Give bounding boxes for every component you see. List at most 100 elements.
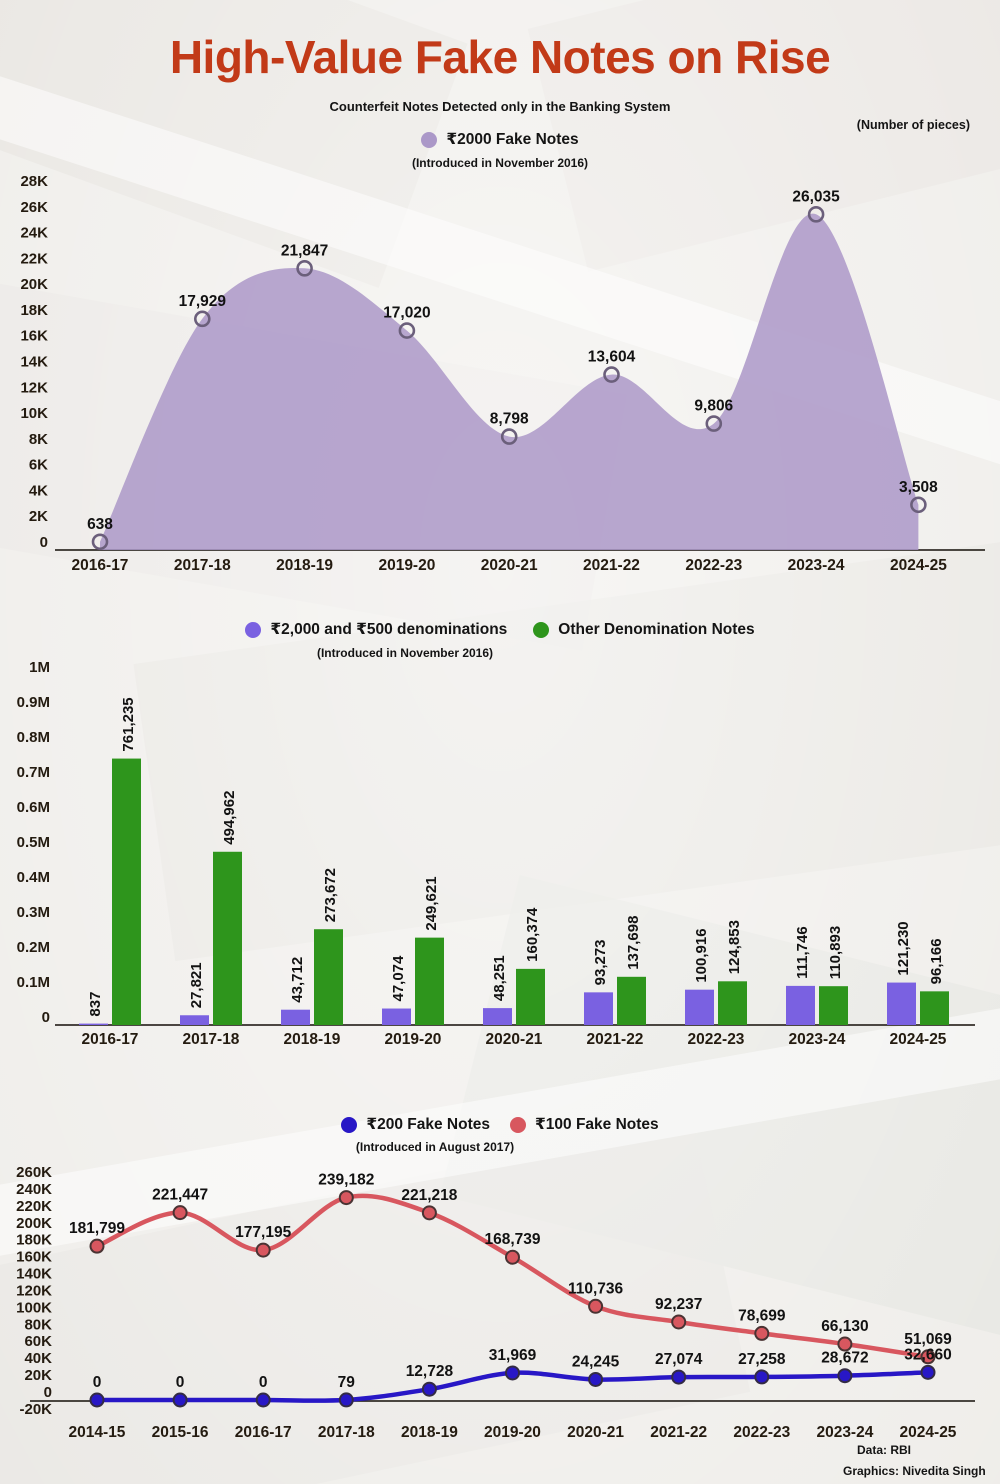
bar-green	[213, 851, 242, 1025]
svg-text:2K: 2K	[29, 508, 48, 525]
svg-text:2023-24: 2023-24	[816, 1424, 873, 1441]
svg-text:120K: 120K	[16, 1282, 52, 1299]
bar-purple	[382, 1008, 411, 1025]
svg-text:140K: 140K	[16, 1266, 52, 1283]
legend-swatch-purple-bars	[245, 621, 262, 638]
svg-text:47,074: 47,074	[390, 955, 407, 1002]
legend-sub-rs2000: (Introduced in November 2016)	[411, 156, 589, 170]
data-point-marker	[421, 1381, 437, 1397]
svg-text:2014-15: 2014-15	[69, 1424, 126, 1441]
svg-text:51,069: 51,069	[904, 1331, 952, 1348]
data-point-marker	[603, 366, 620, 383]
svg-text:2015-16: 2015-16	[152, 1424, 209, 1441]
legend-bar-chart: ₹2,000 and ₹500 denominations Other Deno…	[0, 620, 1000, 639]
svg-text:16K: 16K	[20, 328, 48, 345]
svg-text:100,916: 100,916	[693, 928, 710, 982]
svg-text:2017-18: 2017-18	[318, 1424, 375, 1441]
svg-text:2023-24: 2023-24	[789, 1031, 846, 1048]
svg-text:221,218: 221,218	[401, 1187, 457, 1204]
svg-text:12,728: 12,728	[406, 1363, 454, 1380]
svg-text:121,230: 121,230	[895, 921, 912, 975]
svg-text:100K: 100K	[16, 1299, 52, 1316]
svg-text:0: 0	[93, 1374, 102, 1391]
svg-text:110,736: 110,736	[568, 1280, 624, 1297]
svg-text:2019-20: 2019-20	[484, 1424, 541, 1441]
svg-text:13,604: 13,604	[588, 349, 636, 366]
legend-label-green-bars: Other Denomination Notes	[558, 620, 755, 638]
svg-text:20K: 20K	[20, 276, 48, 293]
svg-text:31,969: 31,969	[489, 1347, 537, 1364]
svg-text:24K: 24K	[20, 225, 48, 242]
svg-text:-20K: -20K	[19, 1401, 52, 1418]
data-point-marker	[255, 1242, 271, 1258]
svg-text:27,821: 27,821	[188, 962, 205, 1008]
bar-green	[617, 976, 646, 1025]
svg-text:43,712: 43,712	[289, 957, 306, 1003]
svg-text:2022-23: 2022-23	[733, 1424, 790, 1441]
svg-text:239,182: 239,182	[318, 1172, 374, 1189]
svg-text:26K: 26K	[20, 199, 48, 216]
data-point-marker	[505, 1365, 520, 1381]
data-point-marker	[296, 260, 313, 277]
bar-green	[819, 986, 848, 1025]
svg-text:181,799: 181,799	[69, 1220, 125, 1237]
svg-text:160K: 160K	[16, 1249, 52, 1266]
svg-text:2022-23: 2022-23	[685, 557, 742, 574]
bar-chart-denominations: 1M 0.9M 0.8M 0.7M 0.6M 0.5M 0.4M 0.3M 0.2M 0.1M 0 8…	[17, 659, 975, 1048]
legend-swatch-rs200	[341, 1116, 358, 1133]
svg-text:0.1M: 0.1M	[17, 974, 50, 991]
data-point-marker	[505, 1249, 520, 1265]
svg-text:0: 0	[259, 1374, 268, 1391]
data-point-marker	[588, 1371, 604, 1387]
svg-text:28,672: 28,672	[821, 1350, 868, 1367]
svg-text:2024-25: 2024-25	[900, 1424, 957, 1441]
svg-text:2018-19: 2018-19	[401, 1424, 458, 1441]
svg-text:273,672: 273,672	[322, 868, 339, 922]
data-point-marker	[910, 496, 927, 514]
svg-text:92,237: 92,237	[655, 1296, 702, 1313]
svg-text:0: 0	[42, 1009, 50, 1026]
bar-purple	[887, 982, 916, 1025]
svg-text:93,273: 93,273	[592, 939, 609, 985]
svg-text:160,374: 160,374	[524, 907, 541, 962]
svg-text:111,746: 111,746	[794, 926, 811, 979]
legend-label-rs200: ₹200 Fake Notes	[366, 1116, 490, 1133]
svg-text:2021-22: 2021-22	[583, 557, 640, 574]
svg-text:9,806: 9,806	[694, 398, 733, 415]
legend-item-purple-bars: ₹2,000 and ₹500 denominations	[245, 620, 507, 639]
data-point-marker	[172, 1392, 188, 1408]
svg-text:2020-21: 2020-21	[486, 1031, 543, 1048]
legend-line-chart: ₹200 Fake Notes ₹100 Fake Notes	[0, 1115, 1000, 1134]
bar-purple	[584, 992, 613, 1025]
svg-text:24,245: 24,245	[572, 1353, 620, 1370]
legend-item-rs200: ₹200 Fake Notes	[341, 1115, 490, 1134]
bar-green	[314, 929, 343, 1025]
svg-text:2021-22: 2021-22	[650, 1424, 707, 1441]
svg-text:0.9M: 0.9M	[17, 694, 50, 711]
svg-text:2020-21: 2020-21	[481, 557, 538, 574]
svg-text:78,699: 78,699	[738, 1307, 786, 1324]
bar-green	[112, 758, 141, 1025]
data-point-marker	[194, 310, 211, 328]
svg-text:0.6M: 0.6M	[17, 799, 50, 816]
svg-text:27,258: 27,258	[738, 1351, 786, 1368]
data-point-marker	[398, 322, 416, 339]
svg-text:0.8M: 0.8M	[17, 729, 50, 746]
svg-text:0: 0	[40, 534, 48, 551]
data-point-marker	[754, 1325, 770, 1341]
svg-text:2019-20: 2019-20	[385, 1031, 442, 1048]
svg-text:124,853: 124,853	[726, 920, 743, 974]
svg-text:0.5M: 0.5M	[17, 834, 50, 851]
data-point-marker	[172, 1205, 188, 1221]
data-point-marker	[671, 1314, 687, 1330]
svg-text:10K: 10K	[20, 405, 48, 422]
svg-text:2016-17: 2016-17	[82, 1031, 139, 1048]
svg-text:8,798: 8,798	[490, 411, 529, 428]
svg-text:6K: 6K	[29, 457, 48, 474]
svg-text:26,035: 26,035	[792, 188, 840, 205]
data-point-marker	[705, 415, 723, 432]
svg-text:2019-20: 2019-20	[378, 557, 435, 574]
page-title: High-Value Fake Notes on Rise	[169, 31, 831, 83]
data-point-marker	[500, 428, 518, 445]
svg-text:0.3M: 0.3M	[17, 904, 50, 921]
